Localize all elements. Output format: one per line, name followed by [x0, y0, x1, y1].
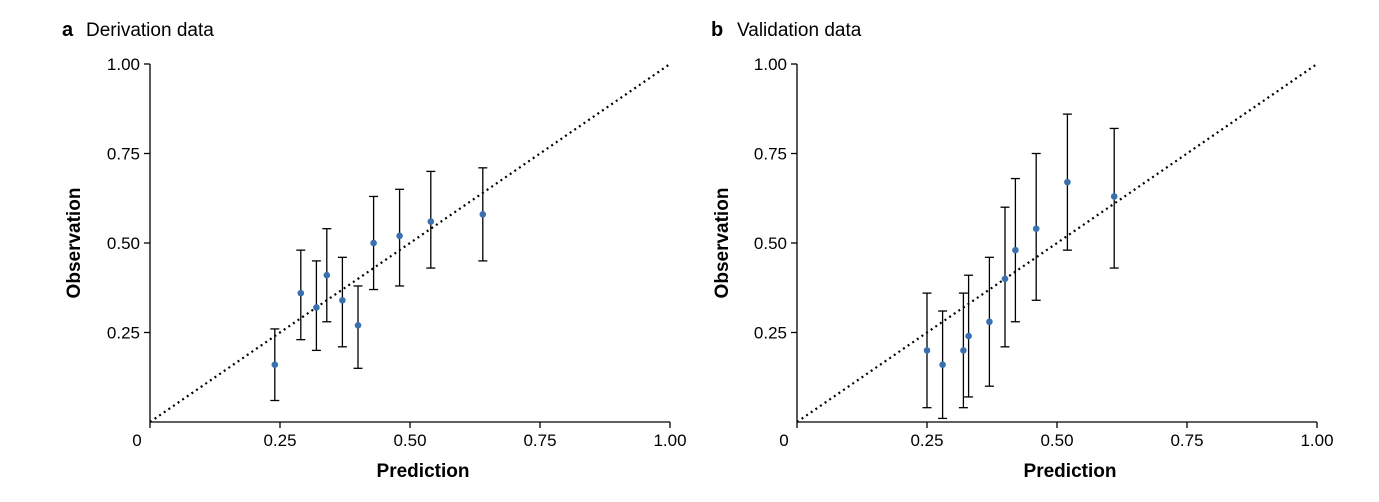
- x-axis-title: Prediction: [1024, 461, 1117, 482]
- data-point: [313, 304, 320, 311]
- data-point: [986, 318, 993, 326]
- x-tick-label: 1.00: [1300, 431, 1333, 450]
- data-point: [1032, 225, 1040, 232]
- x-axis-title: Prediction: [377, 461, 470, 482]
- data-point: [370, 239, 377, 247]
- panel-letter: b: [711, 19, 723, 41]
- y-axis-title: Observation: [64, 188, 85, 299]
- panel-title: Validation data: [737, 20, 862, 41]
- origin-label: 0: [779, 431, 788, 450]
- y-tick-label: 0.75: [107, 145, 140, 164]
- y-tick-label: 0.25: [754, 324, 787, 343]
- data-point: [479, 211, 487, 218]
- x-tick-label: 0.75: [523, 431, 556, 450]
- data-point: [1012, 246, 1019, 254]
- data-point: [323, 271, 331, 279]
- y-tick-label: 1.00: [107, 55, 140, 74]
- panel-letter: a: [62, 19, 74, 41]
- data-point: [1110, 193, 1118, 200]
- panel-derivation: a Derivation data Prediction Observation…: [62, 19, 687, 482]
- reference-line: [149, 63, 671, 423]
- data-point: [923, 347, 931, 354]
- x-tick-label: 1.00: [653, 431, 686, 450]
- data-point: [939, 361, 946, 369]
- y-tick-label: 0.25: [107, 324, 140, 343]
- data-point: [339, 296, 346, 304]
- data-point: [965, 332, 972, 340]
- x-tick-label: 0.50: [1040, 431, 1073, 450]
- x-tick-label: 0.25: [263, 431, 296, 450]
- reference-line: [796, 63, 1318, 423]
- data-point: [427, 218, 435, 225]
- y-tick-label: 1.00: [754, 55, 787, 74]
- data-point: [1064, 178, 1071, 186]
- origin-label: 0: [132, 431, 141, 450]
- x-tick-label: 0.75: [1170, 431, 1203, 450]
- data-point: [1001, 275, 1009, 283]
- x-tick-label: 0.25: [910, 431, 943, 450]
- data-point: [271, 361, 279, 369]
- data-point: [297, 289, 305, 297]
- panel-validation: b Validation data Prediction Observation…: [711, 19, 1334, 482]
- y-tick-label: 0.50: [107, 234, 140, 253]
- x-tick-label: 0.50: [393, 431, 426, 450]
- y-tick-label: 0.75: [754, 145, 787, 164]
- data-point: [396, 232, 403, 240]
- y-tick-label: 0.50: [754, 234, 787, 253]
- data-point: [960, 347, 967, 354]
- y-axis-title: Observation: [712, 188, 733, 299]
- data-point: [354, 322, 362, 329]
- panel-title: Derivation data: [86, 20, 214, 41]
